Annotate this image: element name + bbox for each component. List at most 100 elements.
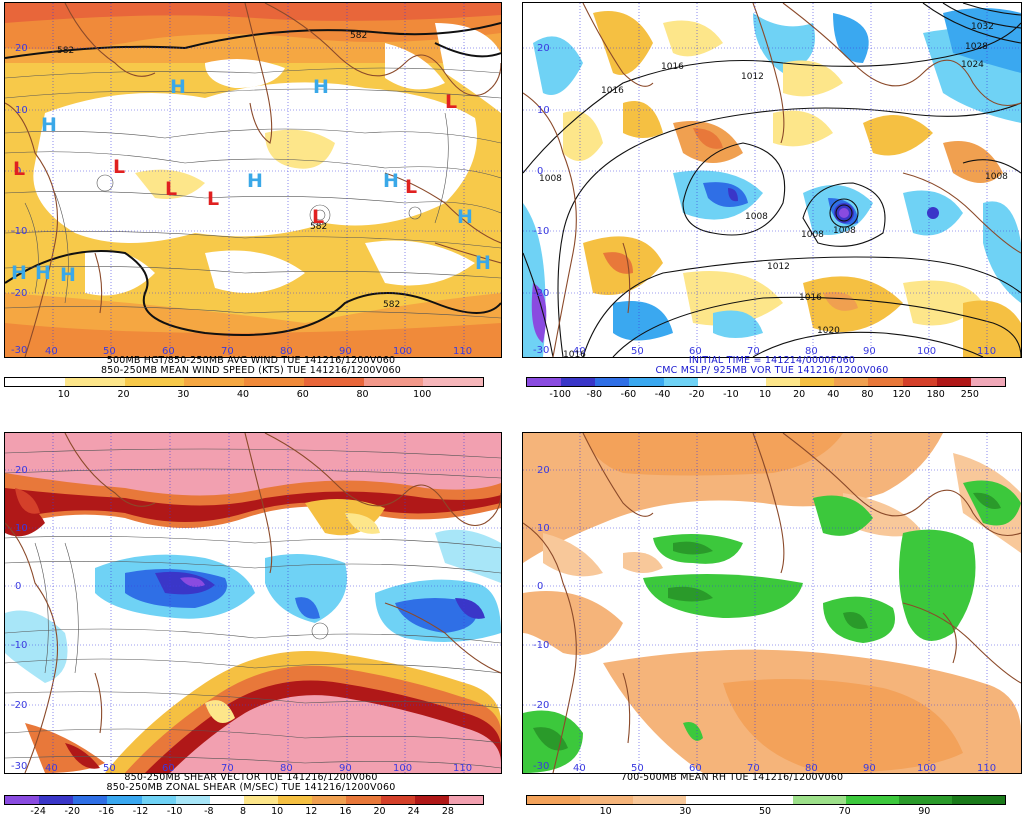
lat-label: 20 [15, 43, 28, 54]
colorbar-label: 80 [356, 389, 369, 400]
high-pressure-marker: H [41, 114, 57, 136]
colorbar-label: 70 [838, 806, 851, 817]
map-wind-speed: 20 10 0 -10 -20 -30 40 50 60 70 80 90 10… [4, 2, 502, 358]
colorbar-label: -100 [549, 389, 571, 400]
map-svg: 20 10 0 -10 -20 -30 40 50 60 70 80 90 10… [5, 433, 501, 773]
map-zonal-shear: 20 10 0 -10 -20 -30 40 50 60 70 80 90 10… [4, 432, 502, 774]
high-pressure-marker: H [170, 76, 186, 98]
isobar-label: 1008 [985, 172, 1008, 182]
colorbar [526, 377, 1006, 387]
isobar-label: 1028 [965, 42, 988, 52]
lat-label: 0 [15, 166, 21, 177]
colorbar-label: 28 [441, 806, 454, 817]
high-pressure-marker: H [383, 170, 399, 192]
colorbar-label: 250 [960, 389, 979, 400]
lon-label: 50 [631, 346, 644, 357]
lon-label: 80 [805, 346, 818, 357]
lon-label: 70 [747, 346, 760, 357]
high-pressure-marker: H [60, 264, 76, 286]
isobar-label: 1008 [539, 174, 562, 184]
lat-label: 0 [537, 166, 543, 177]
high-pressure-marker: H [35, 262, 51, 284]
contour-label: 582 [350, 31, 367, 41]
lon-label: 80 [280, 763, 293, 773]
lon-label: 100 [393, 763, 412, 773]
colorbar-label: 16 [339, 806, 352, 817]
lon-label: 40 [573, 346, 586, 357]
panel-relative-humidity: 20 10 0 -10 -20 -30 40 50 60 70 80 90 10… [520, 430, 1024, 819]
colorbar-label: 90 [918, 806, 931, 817]
colorbar-label: -10 [166, 806, 183, 817]
panel-zonal-shear: 20 10 0 -10 -20 -30 40 50 60 70 80 90 10… [0, 430, 502, 819]
low-pressure-marker: L [207, 188, 219, 210]
isobar-label: 1016 [661, 62, 684, 72]
panel-mslp-vorticity: 20 10 0 -10 -20 -30 40 50 60 70 80 90 10… [520, 0, 1024, 402]
isobar-label: 1008 [833, 226, 856, 236]
lon-label: 70 [747, 763, 760, 773]
colorbar-label: 10 [599, 806, 612, 817]
lat-label: -30 [533, 345, 549, 356]
lat-label: 0 [15, 581, 21, 592]
lon-label: 70 [221, 346, 234, 357]
lon-label: 80 [805, 763, 818, 773]
isobar-label: 1024 [961, 60, 984, 70]
colorbar-label: 20 [373, 806, 386, 817]
colorbar-label: -40 [654, 389, 671, 400]
lat-label: -10 [11, 640, 27, 651]
map-relative-humidity: 20 10 0 -10 -20 -30 40 50 60 70 80 90 10… [522, 432, 1022, 774]
colorbar-label: 20 [117, 389, 130, 400]
caption-line: 850-250MB ZONAL SHEAR (M/SEC) TUE 141216… [106, 782, 396, 793]
colorbar-label: 60 [296, 389, 309, 400]
isobar-label: 1012 [767, 262, 790, 272]
caption-line: CMC MSLP/ 925MB VOR TUE 141216/1200V060 [655, 365, 889, 376]
caption-line: INITIAL TIME = 141214/0000F060 [688, 355, 856, 366]
lon-label: 100 [917, 346, 936, 357]
lon-label: 90 [339, 346, 352, 357]
lat-label: -20 [533, 700, 549, 711]
colorbar-label: 10 [758, 389, 772, 400]
caption-line: 850-250MB SHEAR VECTOR TUE 141216/1200V0… [124, 772, 378, 783]
lon-label: 70 [221, 763, 234, 773]
lat-label: 10 [15, 105, 28, 116]
lon-label: 90 [863, 346, 876, 357]
panel-wind-speed: 20 10 0 -10 -20 -30 40 50 60 70 80 90 10… [0, 0, 502, 402]
colorbar-labels: 10 20 30 40 60 80 100 [4, 389, 482, 401]
colorbar-labels: 10 30 50 70 90 [526, 806, 1004, 818]
lon-label: 90 [863, 763, 876, 773]
lon-label: 60 [689, 763, 702, 773]
contour-label: 582 [57, 46, 74, 56]
isobar-label: 1016 [799, 293, 822, 303]
colorbar-label: -60 [620, 389, 637, 400]
lon-label: 40 [573, 763, 586, 773]
caption-line: 700-500MB MEAN RH TUE 141216/1200V060 [620, 772, 844, 783]
contour-label: 582 [383, 300, 400, 310]
lat-label: -30 [11, 345, 27, 356]
map-mslp-vorticity: 20 10 0 -10 -20 -30 40 50 60 70 80 90 10… [522, 2, 1022, 358]
caption-line: 850-250MB MEAN WIND SPEED (KTS) TUE 1412… [101, 365, 401, 376]
colorbar-label: -8 [204, 806, 214, 817]
isobar-label: 1020 [817, 326, 840, 336]
map-svg: 20 10 0 -10 -20 -30 40 50 60 70 80 90 10… [523, 433, 1021, 773]
colorbar-label: 20 [793, 389, 806, 400]
colorbar [526, 795, 1006, 805]
high-pressure-marker: H [247, 170, 263, 192]
lon-label: 110 [977, 346, 996, 357]
colorbar-label: 8 [239, 806, 247, 817]
colorbar-label: 30 [177, 389, 190, 400]
low-pressure-marker: L [165, 178, 177, 200]
high-pressure-marker: H [313, 76, 329, 98]
colorbar [4, 795, 484, 805]
caption-line: 500MB HGT/850-250MB AVG WIND TUE 141216/… [106, 355, 396, 366]
colorbar [4, 377, 484, 387]
colorbar-label: 10 [271, 806, 284, 817]
map-svg: 20 10 0 -10 -20 -30 40 50 60 70 80 90 10… [5, 3, 501, 357]
lat-label: -10 [533, 640, 549, 651]
high-pressure-marker: H [475, 252, 491, 274]
lat-label: 20 [537, 465, 550, 476]
colorbar-label: 40 [827, 389, 840, 400]
isobar-label: 1032 [971, 22, 994, 32]
lat-label: -30 [533, 761, 549, 772]
isobar-label: 1016 [563, 350, 586, 357]
lat-label: -20 [11, 288, 27, 299]
lat-label: -10 [533, 226, 549, 237]
